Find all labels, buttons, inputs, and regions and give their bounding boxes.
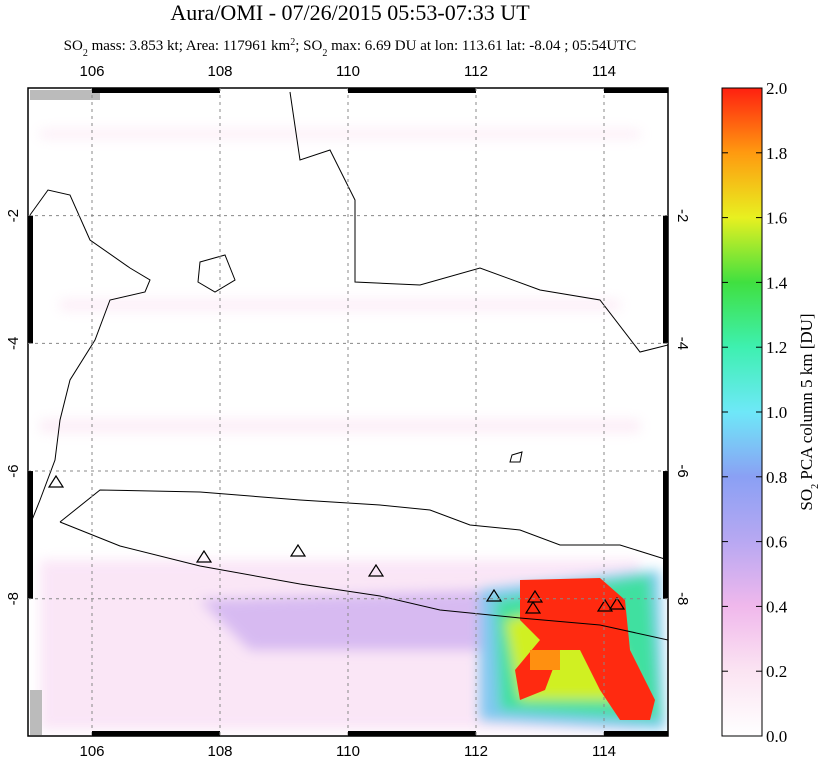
subscript: 2	[810, 484, 821, 489]
border-bar	[28, 215, 33, 344]
y-tick-label: -4	[674, 337, 691, 350]
border-bar	[348, 731, 476, 736]
colorbar-tick-label: 1.6	[766, 209, 787, 228]
text-segment: SO	[797, 489, 816, 511]
y-tick-label: -6	[674, 464, 691, 477]
colorbar	[721, 87, 763, 737]
subscript: 2	[290, 37, 295, 48]
title: Aura/OMI - 07/26/2015 05:53-07:33 UT	[170, 0, 530, 25]
colorbar-tick-label: 1.2	[766, 338, 787, 357]
y-tick-label: -2	[5, 209, 22, 222]
border-bar	[92, 731, 220, 736]
x-tick-label: 112	[464, 63, 488, 80]
x-tick-label: 106	[79, 63, 104, 80]
axes: 106 106 108 108 110 110 112 112 114 114 -2 -2 -4 -4 -6…	[5, 63, 691, 759]
colorbar-tick-label: 1.8	[766, 144, 787, 163]
y-tick-label: -6	[5, 464, 22, 477]
x-tick-label: 110	[336, 63, 360, 80]
text-segment: max: 6.69 DU at lon: 113.61 lat: -8.04 ;…	[327, 38, 636, 54]
x-tick-label: 108	[207, 743, 232, 759]
colorbar-label: SO2 PCA column 5 km [DU]	[797, 313, 821, 510]
x-tick-label: 106	[79, 743, 104, 759]
text-segment: ; SO	[295, 38, 322, 54]
colorbar-tick-label: 0.2	[766, 662, 787, 681]
colorbar-tick-label: 0.8	[766, 468, 787, 487]
colorbar-tick-label: 2.0	[766, 79, 787, 98]
y-tick-label: -8	[674, 592, 691, 605]
border-bar	[663, 215, 668, 344]
x-tick-label: 108	[207, 63, 232, 80]
border-bar	[92, 88, 220, 93]
y-tick-label: -2	[674, 209, 691, 222]
colorbar-tick-label: 1.0	[766, 403, 787, 422]
x-tick-label: 112	[464, 743, 488, 759]
colorbar-tick-label: 0.4	[766, 597, 788, 616]
colorbar-tick-label: 1.4	[766, 273, 788, 292]
text-segment: PCA column 5 km [DU]	[797, 313, 816, 483]
volcanoes	[47, 474, 626, 614]
colorbar-tick-label: 0.6	[766, 533, 787, 552]
border-bar	[663, 471, 668, 599]
border-bar	[604, 731, 668, 736]
subscript: 2	[83, 48, 88, 59]
colorbar-tick-label: 0.0	[766, 727, 787, 746]
y-tick-label: -8	[5, 592, 22, 605]
border-bar	[604, 88, 668, 93]
text-segment: SO	[64, 38, 83, 54]
x-tick-label: 114	[592, 743, 616, 759]
x-tick-label: 110	[336, 743, 360, 759]
text-segment: mass: 3.853 kt; Area: 117961 km	[88, 38, 291, 54]
subtitle: SO2 mass: 3.853 kt; Area: 117961 km2; SO…	[64, 37, 637, 59]
x-tick-label: 114	[592, 63, 616, 80]
border-bar	[348, 88, 476, 93]
subscript: 2	[322, 48, 327, 59]
border-bar	[28, 471, 33, 599]
y-tick-label: -4	[5, 337, 22, 350]
